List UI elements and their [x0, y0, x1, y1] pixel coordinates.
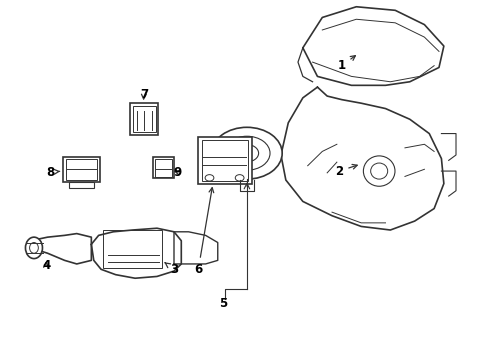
Bar: [198, 137, 251, 184]
Ellipse shape: [25, 237, 42, 258]
Bar: [153, 157, 173, 178]
Text: 4: 4: [42, 259, 50, 272]
Text: 9: 9: [173, 166, 182, 179]
Bar: [63, 157, 100, 182]
Text: 3: 3: [164, 262, 178, 276]
Ellipse shape: [211, 127, 282, 179]
Polygon shape: [302, 7, 443, 85]
Bar: [66, 159, 97, 180]
Text: 6: 6: [194, 188, 213, 276]
Text: 8: 8: [46, 166, 60, 179]
Bar: [133, 106, 155, 132]
Bar: [201, 140, 248, 181]
Polygon shape: [91, 228, 181, 278]
Polygon shape: [281, 87, 443, 230]
Polygon shape: [174, 232, 217, 264]
Text: 5: 5: [219, 297, 227, 310]
Text: 2: 2: [335, 165, 357, 177]
Bar: [130, 103, 158, 135]
Text: 1: 1: [337, 56, 355, 72]
Polygon shape: [30, 234, 91, 264]
Bar: [103, 230, 162, 267]
Text: 7: 7: [140, 88, 147, 101]
Bar: [69, 182, 94, 188]
Bar: [155, 159, 171, 177]
